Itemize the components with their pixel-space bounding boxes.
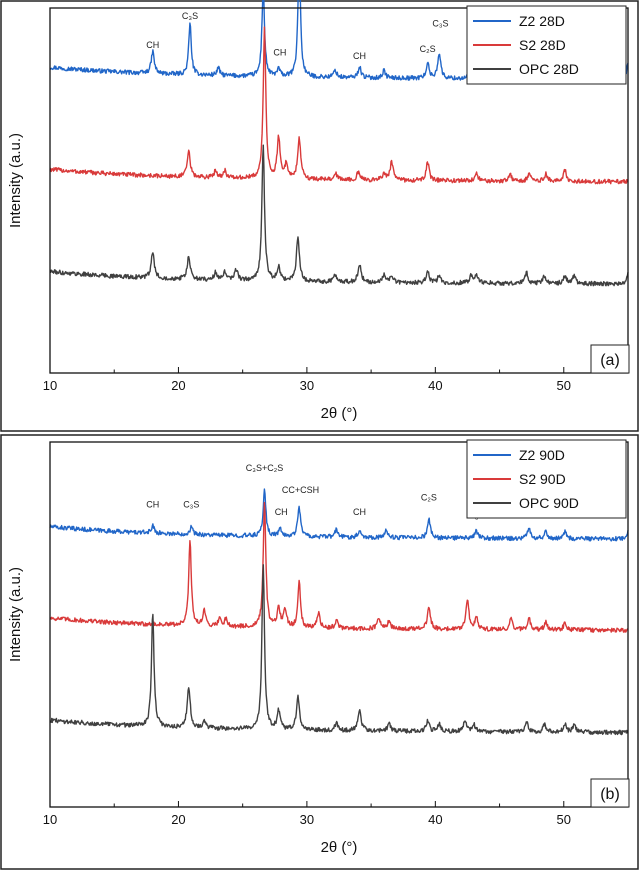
peak-label: CH (273, 47, 286, 57)
x-tick-label: 30 (300, 812, 314, 827)
peak-label: CH (275, 507, 288, 517)
chart-panel-b: CHC₃SC₃S+C₂SCC+CSHCHCHC₂SC₃SCH1020304050… (0, 434, 639, 870)
series-line-opc-28d (49, 144, 629, 287)
y-axis-label: Intensity (a.u.) (7, 567, 24, 662)
peak-label: C₃S (432, 18, 448, 28)
peak-label: CH (353, 507, 366, 517)
series-line-opc-90d (49, 564, 629, 736)
legend: Z2 28D S2 28D OPC 28D (466, 5, 627, 85)
peak-label: C₂S (420, 44, 436, 54)
panel-label-box (590, 778, 630, 808)
legend-label: Z2 90D (519, 447, 565, 463)
series-line-z2-90d (49, 488, 629, 542)
x-tick-label: 20 (171, 378, 185, 393)
peak-label: C₃S (183, 500, 199, 510)
legend: Z2 90D S2 90D OPC 90D (466, 439, 627, 519)
peak-label: C₂S (421, 492, 437, 502)
panel-label-box (590, 344, 630, 374)
x-tick-label: 50 (557, 812, 571, 827)
x-tick-label: 50 (557, 378, 571, 393)
legend-label: S2 90D (519, 471, 566, 487)
x-tick-label: 10 (43, 812, 57, 827)
panel-border (0, 434, 639, 870)
x-axis-label: 2θ (°) (321, 405, 358, 422)
x-tick-label: 40 (428, 812, 442, 827)
plot-area-frame (49, 7, 629, 374)
peak-label: C₃S (182, 11, 198, 21)
legend-label: OPC 28D (519, 61, 579, 77)
peak-label: CH (146, 40, 159, 50)
x-tick-label: 20 (171, 812, 185, 827)
peak-label: CH (146, 500, 159, 510)
legend-label: S2 28D (519, 37, 566, 53)
x-axis-label: 2θ (°) (321, 839, 358, 856)
peak-label: CC+CSH (282, 485, 319, 495)
legend-label: Z2 28D (519, 13, 565, 29)
x-tick-label: 30 (300, 378, 314, 393)
series-line-s2-28d (49, 26, 629, 185)
y-axis-label: Intensity (a.u.) (7, 133, 24, 228)
chart-panel-a: CHC₃SC₃SCC+CSHCHCHC₂SC₃SC₃SCH10203040502… (0, 0, 639, 432)
peak-label: CH (353, 51, 366, 61)
panel-border (0, 0, 639, 432)
series-line-s2-90d (49, 501, 629, 633)
panel-label: (b) (600, 786, 620, 803)
plot-area-frame (49, 441, 629, 808)
peak-label: C₃S+C₂S (246, 463, 283, 473)
legend-label: OPC 90D (519, 495, 579, 511)
x-tick-label: 40 (428, 378, 442, 393)
panel-label: (a) (600, 352, 620, 369)
x-tick-label: 10 (43, 378, 57, 393)
